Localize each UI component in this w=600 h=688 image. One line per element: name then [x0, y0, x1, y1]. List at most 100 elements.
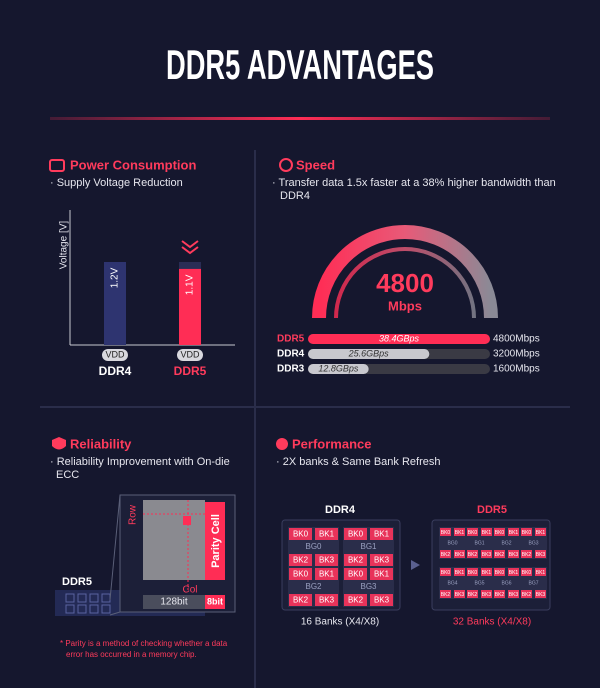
caption: 32 Banks (X4/X8) [453, 617, 531, 628]
row-label: Row [128, 504, 139, 525]
bank-label: BK1 [319, 530, 335, 539]
bank-label: BK1 [482, 530, 492, 536]
bank [521, 528, 532, 536]
row-name: DDR3 [277, 364, 305, 375]
data-bits: 128bit [160, 597, 187, 608]
group-label: BG4 [447, 580, 457, 586]
bank [494, 550, 505, 558]
bank [521, 568, 532, 576]
gauge-arc [312, 225, 498, 319]
group-label: BG2 [501, 540, 511, 546]
bank [289, 554, 312, 566]
arrow [411, 560, 420, 570]
chip [65, 604, 75, 614]
bank [344, 554, 367, 566]
bank [440, 550, 451, 558]
bank [535, 568, 546, 576]
bank-label: BK2 [468, 592, 478, 598]
section-title: Reliability [70, 436, 132, 451]
rate: 4800Mbps [493, 334, 540, 345]
bank [289, 594, 312, 606]
power-icon [49, 159, 65, 172]
bank-label: BK0 [522, 570, 532, 576]
bank [370, 528, 393, 540]
bank-label: BK2 [522, 592, 532, 598]
footnote: error has occurred in a memory chip. [66, 650, 197, 659]
zoom-line [109, 494, 121, 616]
shield-icon [52, 437, 66, 450]
bank [494, 528, 505, 536]
section-title: Speed [296, 157, 335, 172]
rate: 3200Mbps [493, 349, 540, 360]
bank-label: BK2 [468, 552, 478, 558]
chip [77, 593, 87, 603]
group-label: BG1 [474, 540, 484, 546]
chip [65, 593, 75, 603]
bank-label: BK3 [536, 552, 546, 558]
bank [440, 528, 451, 536]
bits-box [205, 595, 225, 609]
bank-label: BK3 [374, 596, 390, 605]
bank [289, 568, 312, 580]
bank-label: BK2 [441, 592, 451, 598]
section-subtitle: ECC [56, 469, 79, 481]
rate: 1600Mbps [493, 364, 540, 375]
bar-label: 12.8GBps [318, 363, 359, 373]
bank-label: BK1 [374, 530, 390, 539]
speed-icon [279, 158, 293, 172]
row-name: DDR4 [277, 349, 305, 360]
bank-label: BK1 [509, 570, 519, 576]
bank [535, 590, 546, 598]
bank-label: BK1 [509, 530, 519, 536]
bank-label: BK3 [319, 556, 335, 565]
bank [370, 554, 393, 566]
bank [481, 550, 492, 558]
chip [89, 593, 99, 603]
bank-label: BK3 [374, 556, 390, 565]
bar-label: 1.1V [185, 274, 196, 295]
cell [183, 516, 191, 525]
bank-label: BK2 [293, 596, 309, 605]
bank [535, 528, 546, 536]
bar [179, 268, 201, 345]
bank-label: BK0 [441, 570, 451, 576]
pill [177, 349, 203, 361]
section-title: Power Consumption [70, 157, 196, 172]
bank-label: BK2 [348, 596, 364, 605]
group-label: BG7 [528, 580, 538, 586]
data-array [143, 500, 205, 580]
gauge-unit: Mbps [388, 298, 422, 313]
bank [467, 550, 478, 558]
group-label: BG0 [305, 542, 322, 551]
group-title: DDR5 [477, 504, 507, 516]
bank [315, 554, 338, 566]
bar-name: DDR4 [99, 364, 132, 378]
bank [481, 568, 492, 576]
bank [508, 590, 519, 598]
bar [308, 349, 430, 359]
pill-label: VDD [105, 349, 125, 359]
group-label: BG6 [501, 580, 511, 586]
bank-label: BK2 [522, 552, 532, 558]
bank [289, 528, 312, 540]
bank-label: BK1 [482, 570, 492, 576]
bank-label: BK0 [293, 530, 309, 539]
bank-label: BK1 [374, 570, 390, 579]
caption: 16 Banks (X4/X8) [301, 617, 379, 628]
col-label: Col [182, 585, 197, 596]
bank-label: BK2 [293, 556, 309, 565]
bank-label: BK0 [348, 570, 364, 579]
page-title: DDR5 ADVANTAGES [166, 41, 434, 88]
footnote: * Parity is a method of checking whether… [60, 639, 228, 648]
bank [344, 594, 367, 606]
group-label: BG2 [305, 582, 322, 591]
bank [370, 594, 393, 606]
bank-label: BK0 [468, 570, 478, 576]
section-subtitle: DDR4 [280, 190, 310, 202]
section-subtitle: · Reliability Improvement with On-die [50, 456, 230, 468]
bank [508, 528, 519, 536]
group-label: BG0 [447, 540, 457, 546]
bar [308, 334, 490, 344]
bank-label: BK0 [468, 530, 478, 536]
bank [521, 550, 532, 558]
